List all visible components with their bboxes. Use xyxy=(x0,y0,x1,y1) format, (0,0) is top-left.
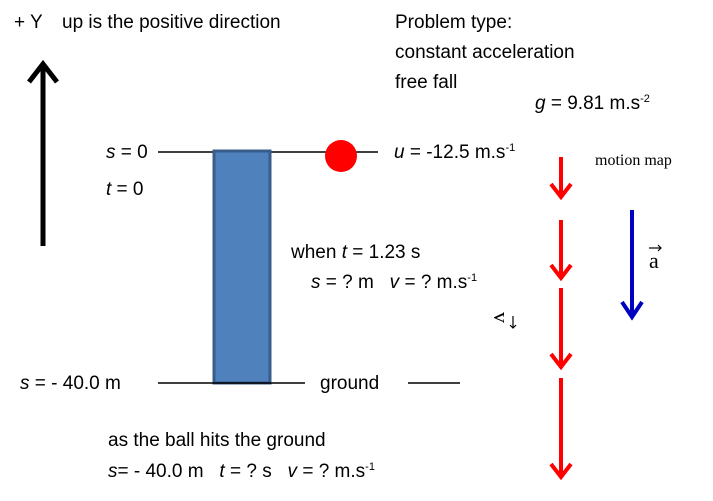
when-unknowns: s = ? m v = ? m.s-1 xyxy=(311,272,478,293)
velocity-arrow-4 xyxy=(549,378,573,481)
when-time: when t = 1.23 s xyxy=(291,242,421,263)
bottom-displacement: s = - 40.0 m xyxy=(20,373,121,394)
top-time: t = 0 xyxy=(106,179,144,200)
gravity-value: g = 9.81 m.s-2 xyxy=(535,93,650,114)
motion-map-label: motion map xyxy=(595,152,672,169)
ground-label: ground xyxy=(320,373,380,394)
velocity-arrow-2 xyxy=(549,220,573,282)
initial-velocity: u = -12.5 m.s-1 xyxy=(394,142,516,163)
positive-y-arrow xyxy=(27,59,59,246)
tower xyxy=(212,149,272,385)
hit-ground-unknowns: s= - 40.0 m t = ? s v = ? m.s-1 xyxy=(108,461,375,482)
velocity-symbol: v xyxy=(489,312,514,323)
velocity-arrow-3 xyxy=(549,288,573,371)
problem-type-heading: Problem type: xyxy=(395,12,513,33)
velocity-arrow-1 xyxy=(549,157,573,201)
hit-ground-heading: as the ball hits the ground xyxy=(108,430,326,451)
velocity-arrows xyxy=(549,157,573,481)
ball xyxy=(325,140,357,172)
top-displacement: s = 0 xyxy=(106,142,148,163)
acceleration-symbol: a xyxy=(649,248,659,273)
velocity-vector-accent xyxy=(509,316,517,329)
positive-direction-note: up is the positive direction xyxy=(62,12,281,33)
problem-type-line2: free fall xyxy=(395,72,458,93)
acceleration-arrow xyxy=(620,210,644,321)
problem-type-line1: constant acceleration xyxy=(395,42,575,63)
accel-vector-accent xyxy=(649,244,662,252)
axis-label: + Y xyxy=(14,12,43,33)
